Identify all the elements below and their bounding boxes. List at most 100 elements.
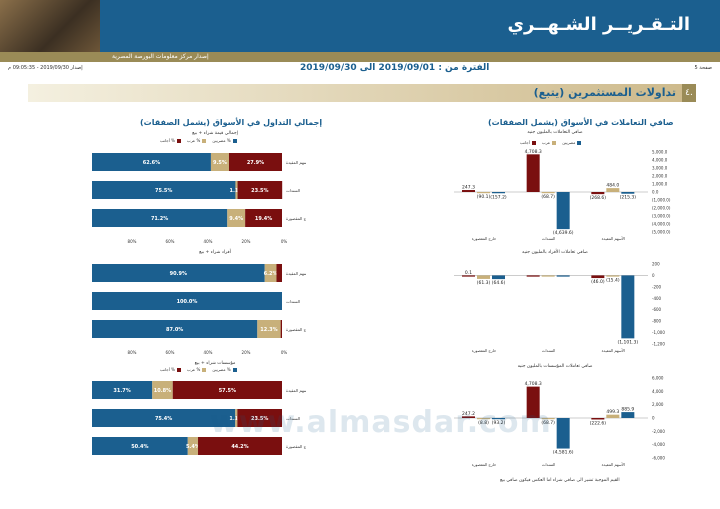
chart-institutions-trading: 31.7% 10.8% 57.5% الأسهم المقيدة 75.4% 1.1% 23…	[92, 381, 306, 455]
category-label: خارج المقصورة	[286, 444, 306, 449]
section-title: تداولات المستثمرين (يتبع)	[533, 86, 676, 99]
chart-title-individuals: أفراد شراء + بيع	[199, 250, 231, 255]
net-bar-label: (93.2)	[492, 420, 506, 426]
net-bar	[462, 275, 475, 277]
right-panel-title: صافي التعاملات في الأسواق (يشمل الصفقات)	[488, 118, 674, 127]
bar-label: 27.9%	[247, 160, 264, 166]
chart-title-net-institutions: صافي تعاملات المؤسسات بالمليون جنيه	[517, 364, 593, 369]
bar-label: 31.7%	[113, 388, 130, 394]
bar-segment	[92, 181, 236, 199]
category-label: خارج المقصورة	[286, 216, 306, 221]
net-bar	[477, 192, 490, 194]
bar-segment	[276, 264, 282, 282]
page-number: صفحة 5	[694, 65, 712, 71]
bar-segment	[92, 264, 265, 282]
bar-segment	[198, 437, 282, 455]
y-tick: 2,000	[652, 402, 664, 407]
chart-net-total: 5,000.0 4,000.0 3,000.0 2,000.0 1,000.0 0.0 (1…	[454, 149, 671, 241]
bar-segment	[245, 209, 282, 227]
category-label: الأسهم المقيدة	[286, 271, 306, 276]
bar-segment	[187, 437, 199, 455]
net-bar	[526, 154, 540, 192]
net-bar-label: (46.0)	[591, 279, 605, 285]
y-tick: -6,000	[652, 456, 665, 461]
y-tick: -200	[652, 284, 662, 289]
net-bar	[541, 192, 555, 194]
bar-segment	[92, 153, 211, 171]
bar-segment	[92, 409, 236, 427]
bar-segment	[228, 153, 282, 171]
bar-segment	[92, 381, 153, 399]
bar-segment	[210, 153, 229, 171]
bar-segment	[92, 292, 282, 310]
net-bar	[591, 418, 605, 420]
bar-label: 100.0%	[177, 299, 198, 305]
watermark-text: www.almasdar.com	[210, 405, 552, 440]
y-tick: 5,000.0	[652, 150, 668, 155]
chart-net-individuals: 200 0 -200 -400 -600 -800 -1,000 -1,200 0.1 (61.3…	[454, 262, 665, 353]
category-label: خارج المقصورة	[286, 327, 306, 332]
x-tick: 40%	[204, 350, 213, 355]
x-tick: 20%	[242, 239, 251, 244]
bar-label: 1.1%	[230, 188, 244, 194]
bar-segment	[152, 381, 173, 399]
report-title: التـقـريــر الشـهــري	[507, 14, 690, 35]
y-tick: (2,000.0)	[652, 206, 671, 211]
bar-label: 1.1%	[229, 416, 243, 422]
net-bar-label: (222.6)	[590, 420, 607, 426]
net-bar	[526, 275, 540, 277]
category-label: السندات	[286, 188, 300, 193]
net-bar	[606, 188, 620, 192]
chart-title-net: صافي التعاملات بالمليون جنيه	[527, 130, 583, 135]
net-bar	[556, 192, 570, 230]
bar-segment	[235, 409, 238, 427]
category-label: السندات	[542, 348, 555, 353]
issue-date: إصدار 2019/09/30 - 09:05:35 م	[8, 65, 83, 71]
net-bar-label: (157.2)	[490, 194, 507, 200]
bar-segment	[92, 437, 188, 455]
y-tick: (1,000.0)	[652, 198, 671, 203]
net-bar-label: 247.3	[462, 185, 475, 191]
net-bar-label: (68.7)	[541, 420, 555, 426]
x-tick: 80%	[128, 239, 137, 244]
net-bar-label: 885.9	[621, 407, 634, 413]
chart-individuals-trading: 90.9% 6.2% الأسهم المقيدة 100.0% السندات 87.0…	[92, 264, 306, 355]
y-tick: 0	[652, 273, 655, 278]
section-number: ٤.	[682, 84, 696, 102]
y-tick: 6,000	[652, 376, 664, 381]
bar-label: 90.9%	[170, 271, 187, 277]
net-bar	[591, 275, 605, 279]
net-bar	[621, 192, 635, 194]
net-bar-label: (1,101.3)	[617, 339, 638, 345]
bar-label: 19.4%	[255, 216, 272, 222]
legend-foreign-2: أجانب %	[160, 367, 181, 372]
y-tick: -400	[652, 296, 662, 301]
chart-net-institutions: 6,0004,0002,0000-2,000-4,000-6,000247.2(…	[454, 376, 665, 467]
chart-title-net-individuals: صافي تعاملات الأفراد بالمليون جنيه	[522, 250, 588, 255]
category-label: الأسهم المقيدة	[286, 160, 306, 165]
category-label: السندات	[542, 236, 555, 241]
net-bar	[462, 190, 475, 192]
bar-segment	[227, 209, 246, 227]
net-bar	[541, 418, 555, 420]
y-tick: -800	[652, 319, 662, 324]
bar-label: 87.0%	[166, 327, 183, 333]
legend-egypt-2: مصريين %	[212, 367, 237, 372]
y-tick: 200	[652, 262, 660, 267]
left-panel-title: إجمالي التداول في الأسواق (يشمل الصفقات)	[140, 118, 323, 127]
legend-egypt: مصريين %	[212, 138, 237, 143]
x-tick: 0%	[281, 350, 288, 355]
x-tick: 60%	[166, 350, 175, 355]
y-tick: 1,000.0	[652, 182, 668, 187]
y-tick: 0.0	[652, 190, 659, 195]
net-bar	[492, 192, 505, 194]
net-bar	[591, 192, 605, 195]
chart-title-total: إجمالي قيمة شراء + بيع	[192, 131, 238, 136]
legend-r-arab: عرب	[542, 140, 557, 145]
meta-row: صفحة 5 الفترة من : 2019/09/01 الى 2019/0…	[0, 63, 720, 77]
x-tick: 80%	[128, 350, 137, 355]
net-bar	[526, 386, 540, 418]
x-tick: 0%	[281, 239, 288, 244]
chart-total-trading: 62.6% 9.5% 27.9% الأسهم المقيدة 75.5% 1.1% 23.…	[92, 153, 306, 244]
legend-left-2: أجانب % عرب % مصريين %	[160, 367, 237, 372]
